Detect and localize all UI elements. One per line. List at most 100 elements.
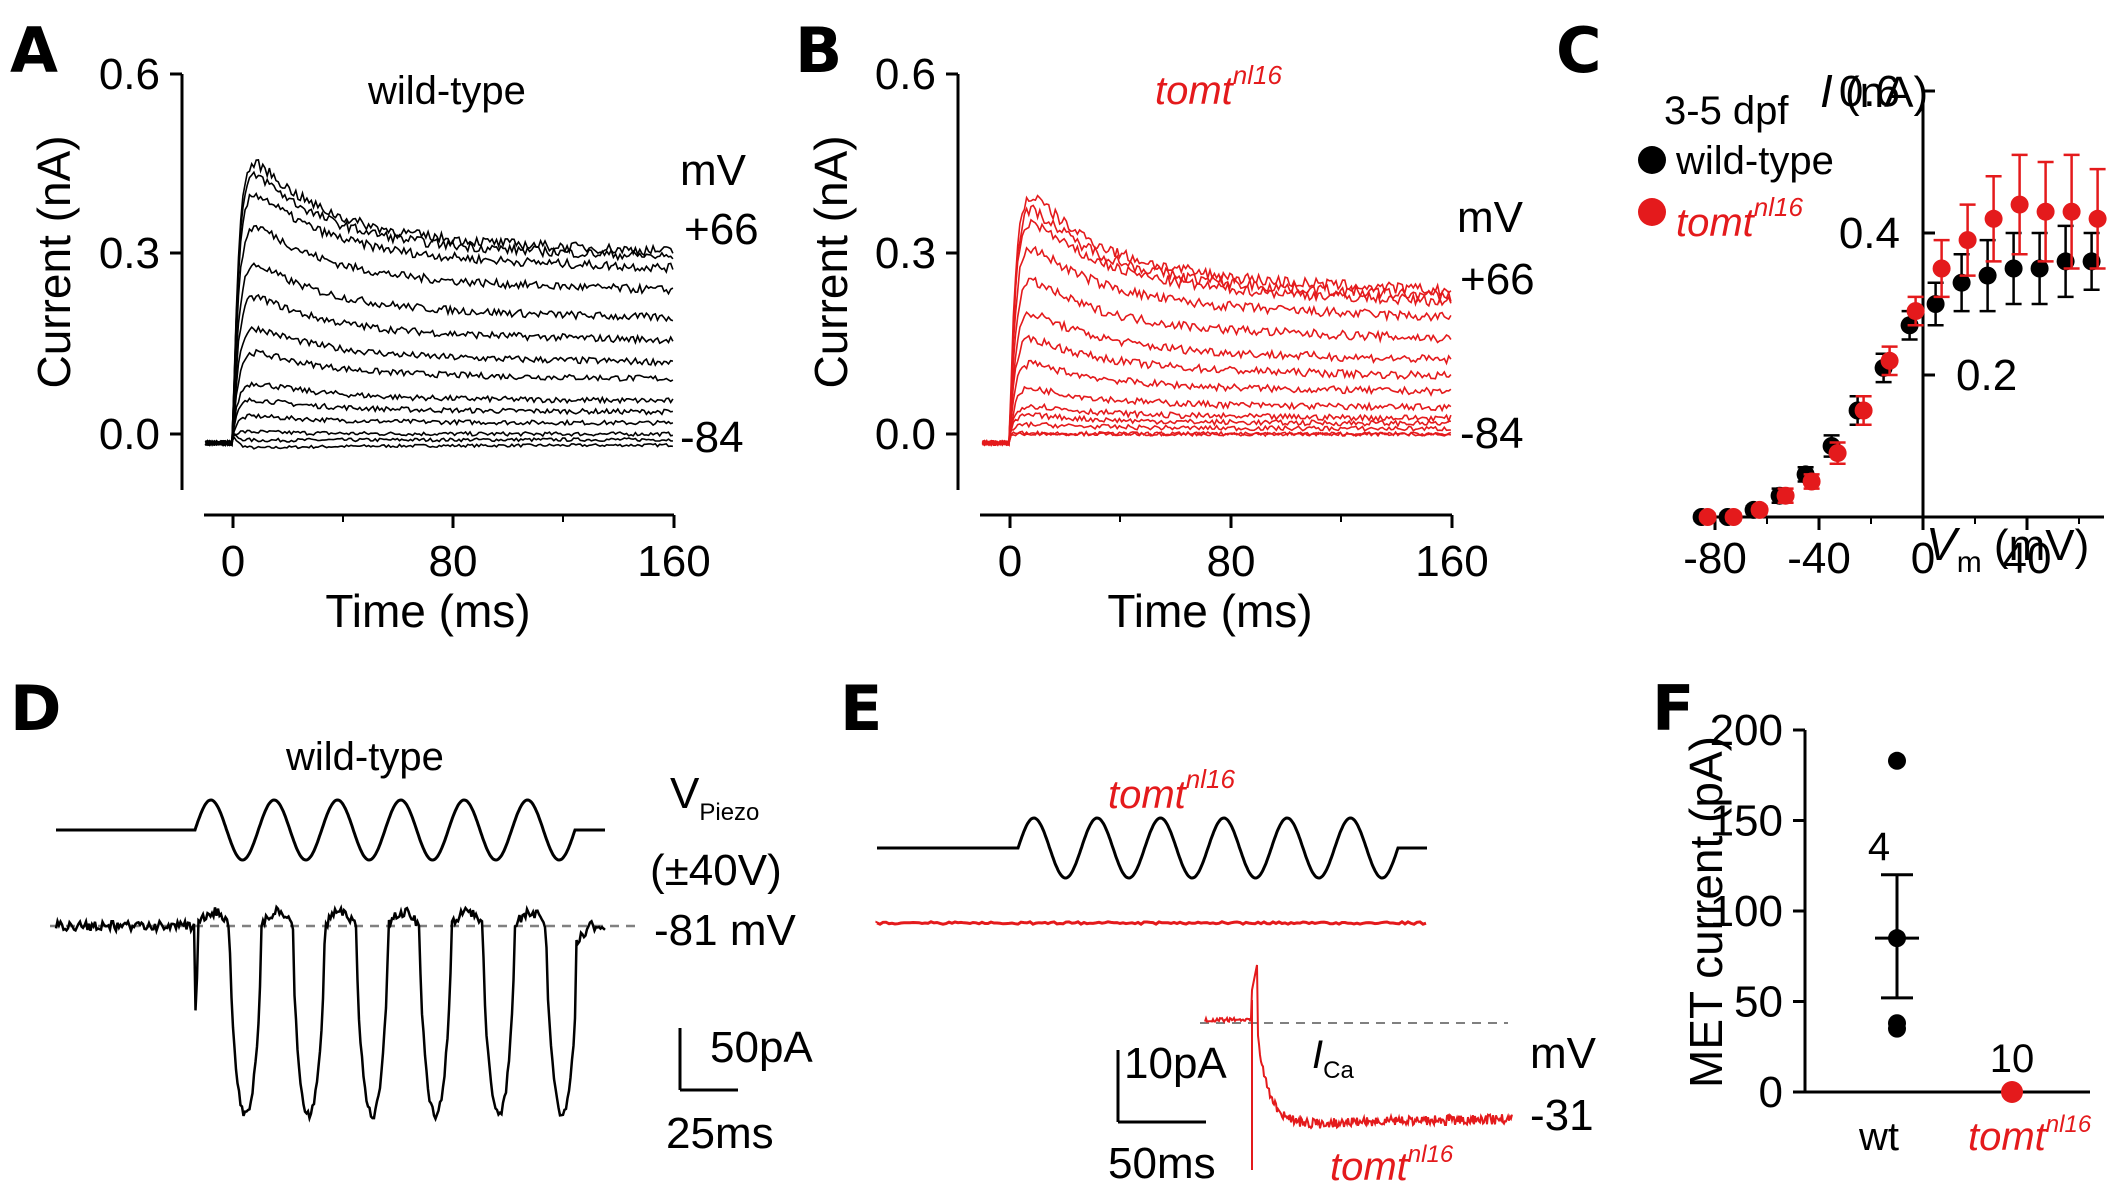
- current-trace: [205, 433, 674, 447]
- panel-b-title-sup: nl16: [1233, 60, 1283, 90]
- panel-b-ytick-label: 0.6: [875, 50, 936, 99]
- panel-c-xaxis-v: V: [1926, 518, 1961, 570]
- legend-label-tomt-main: tomt: [1676, 201, 1756, 245]
- data-point-wildtype: [2004, 259, 2023, 278]
- data-point-tomt: [1880, 351, 1899, 370]
- panel-d-title: wild-type: [285, 735, 444, 779]
- panel-f-n-tomt: 10: [1990, 1037, 2035, 1081]
- panel-d: D wild-type VPiezo (±40V) -81 mV 50pA 25…: [10, 672, 813, 1158]
- panel-b-top-voltage: +66: [1460, 255, 1535, 304]
- panel-e-scale-x: 50ms: [1108, 1139, 1216, 1188]
- panel-e-inset-main: tomt: [1330, 1145, 1410, 1189]
- panel-f-cat-tomt: tomtnl16: [1968, 1111, 2092, 1159]
- panel-d-scale-x: 25ms: [666, 1109, 774, 1158]
- panel-e-inset-sup: nl16: [1408, 1141, 1454, 1168]
- panel-a-top-voltage: +66: [684, 205, 759, 254]
- panel-d-scale-y: 50pA: [710, 1023, 813, 1072]
- panel-b: B tomtnl16 0.6 0.3 0.0 Current (nA) 0 80…: [795, 14, 1535, 637]
- panel-c-yaxis-i: I: [1820, 65, 1833, 117]
- panel-c-plot: 0.6 0.4 0.2 -80 -40 0 40: [1683, 67, 2107, 583]
- panel-d-current-trace: [54, 904, 606, 1123]
- data-point-wildtype: [1888, 1019, 1906, 1038]
- panel-b-xlabel: Time (ms): [1107, 585, 1312, 637]
- data-point-wildtype: [1888, 929, 1906, 948]
- current-trace: [982, 276, 1452, 447]
- panel-f-plot: 200 150 100 50 0: [1710, 706, 2090, 1117]
- data-point-tomt: [1984, 209, 2003, 228]
- current-trace: [204, 224, 674, 447]
- panel-c-xtick-label: 40: [2003, 534, 2052, 583]
- current-trace: [204, 325, 674, 446]
- panel-e-ica-trace: [1204, 964, 1513, 1170]
- data-point-wildtype: [2030, 259, 2049, 278]
- data-point-tomt: [1802, 472, 1821, 491]
- panel-b-title-main: tomt: [1155, 69, 1235, 113]
- panel-b-letter: B: [795, 14, 842, 87]
- panel-f-cat-tomt-main: tomt: [1968, 1115, 2048, 1159]
- data-point-tomt: [1854, 401, 1873, 420]
- panel-b-ytick-label: 0.3: [875, 229, 936, 278]
- panel-d-stim-v: V: [670, 769, 700, 818]
- panel-a-xtick-label: 0: [221, 537, 245, 586]
- panel-e-title-main: tomt: [1108, 773, 1188, 817]
- panel-e-ica-i: I: [1312, 1033, 1323, 1077]
- panel-c: C 3-5 dpf wild-type tomtnl16 I (nA) 0.60…: [1556, 14, 2107, 583]
- panel-c-ytick-label: 0.6: [1839, 67, 1900, 116]
- panel-a: A wild-type 0.6 0.3 0.0 Current (nA) 0 8…: [10, 14, 759, 637]
- panel-b-ylabel: Current (nA): [805, 135, 857, 388]
- panel-b-bottom-voltage: -84: [1460, 409, 1524, 458]
- data-point-tomt: [1958, 231, 1977, 250]
- panel-a-xtick-label: 80: [429, 537, 478, 586]
- panel-c-ytick-label: 0.4: [1839, 209, 1900, 258]
- current-trace: [205, 381, 674, 447]
- panel-b-unit: mV: [1457, 193, 1524, 242]
- current-trace: [981, 429, 1452, 447]
- panel-a-ylabel: Current (nA): [28, 135, 80, 388]
- current-trace: [205, 348, 674, 448]
- panel-d-stim-amp: (±40V): [650, 846, 782, 895]
- panel-b-ytick-label: 0.0: [875, 410, 936, 459]
- data-point-tomt: [2062, 202, 2081, 221]
- data-point-tomt: [1906, 302, 1925, 321]
- current-trace: [204, 293, 674, 447]
- panel-c-xaxis-sub: m: [1957, 546, 1982, 579]
- current-trace: [204, 159, 674, 447]
- panel-c-xtick-label: 0: [1911, 534, 1935, 583]
- current-trace: [204, 397, 674, 447]
- legend-label-tomt: tomtnl16: [1676, 192, 1803, 245]
- panel-d-stimulus-trace: [56, 798, 605, 862]
- panel-c-xaxis-unit: (mV): [1982, 521, 2090, 570]
- current-trace: [981, 311, 1452, 446]
- panel-d-letter: D: [10, 672, 61, 745]
- data-point-tomt: [1776, 486, 1795, 505]
- data-point-wildtype: [1952, 273, 1971, 292]
- panel-c-xtick-label: -80: [1683, 534, 1747, 583]
- panel-f-ytick-label: 150: [1710, 797, 1783, 846]
- panel-f-ytick-label: 100: [1710, 887, 1783, 936]
- data-point-wildtype: [1978, 266, 1997, 285]
- data-point-wildtype: [1888, 751, 1906, 770]
- panel-b-traces: [981, 194, 1452, 447]
- current-trace: [981, 245, 1452, 446]
- legend-label-wildtype: wild-type: [1675, 139, 1834, 183]
- panel-b-title: tomtnl16: [1155, 60, 1282, 113]
- current-trace: [204, 435, 673, 450]
- current-trace: [982, 412, 1451, 446]
- data-point-tomt: [1932, 259, 1951, 278]
- data-point-tomt: [2036, 202, 2055, 221]
- panel-e-inset-label: tomtnl16: [1330, 1141, 1454, 1189]
- current-trace: [205, 191, 674, 447]
- current-trace: [204, 262, 674, 446]
- panel-f-cat-tomt-sup: nl16: [2046, 1111, 2092, 1138]
- panel-c-yaxis-unit: (nA): [1833, 68, 1928, 117]
- panel-f-letter: F: [1652, 672, 1694, 745]
- panel-e-scale-y: 10pA: [1124, 1039, 1227, 1088]
- data-point-tomt: [1698, 508, 1717, 526]
- current-trace: [981, 218, 1452, 447]
- data-point-tomt: [2010, 195, 2029, 214]
- panel-f-cat-wt: wt: [1858, 1115, 1899, 1159]
- panel-e-stimulus-trace: [877, 816, 1427, 880]
- data-point-wildtype: [2056, 252, 2075, 271]
